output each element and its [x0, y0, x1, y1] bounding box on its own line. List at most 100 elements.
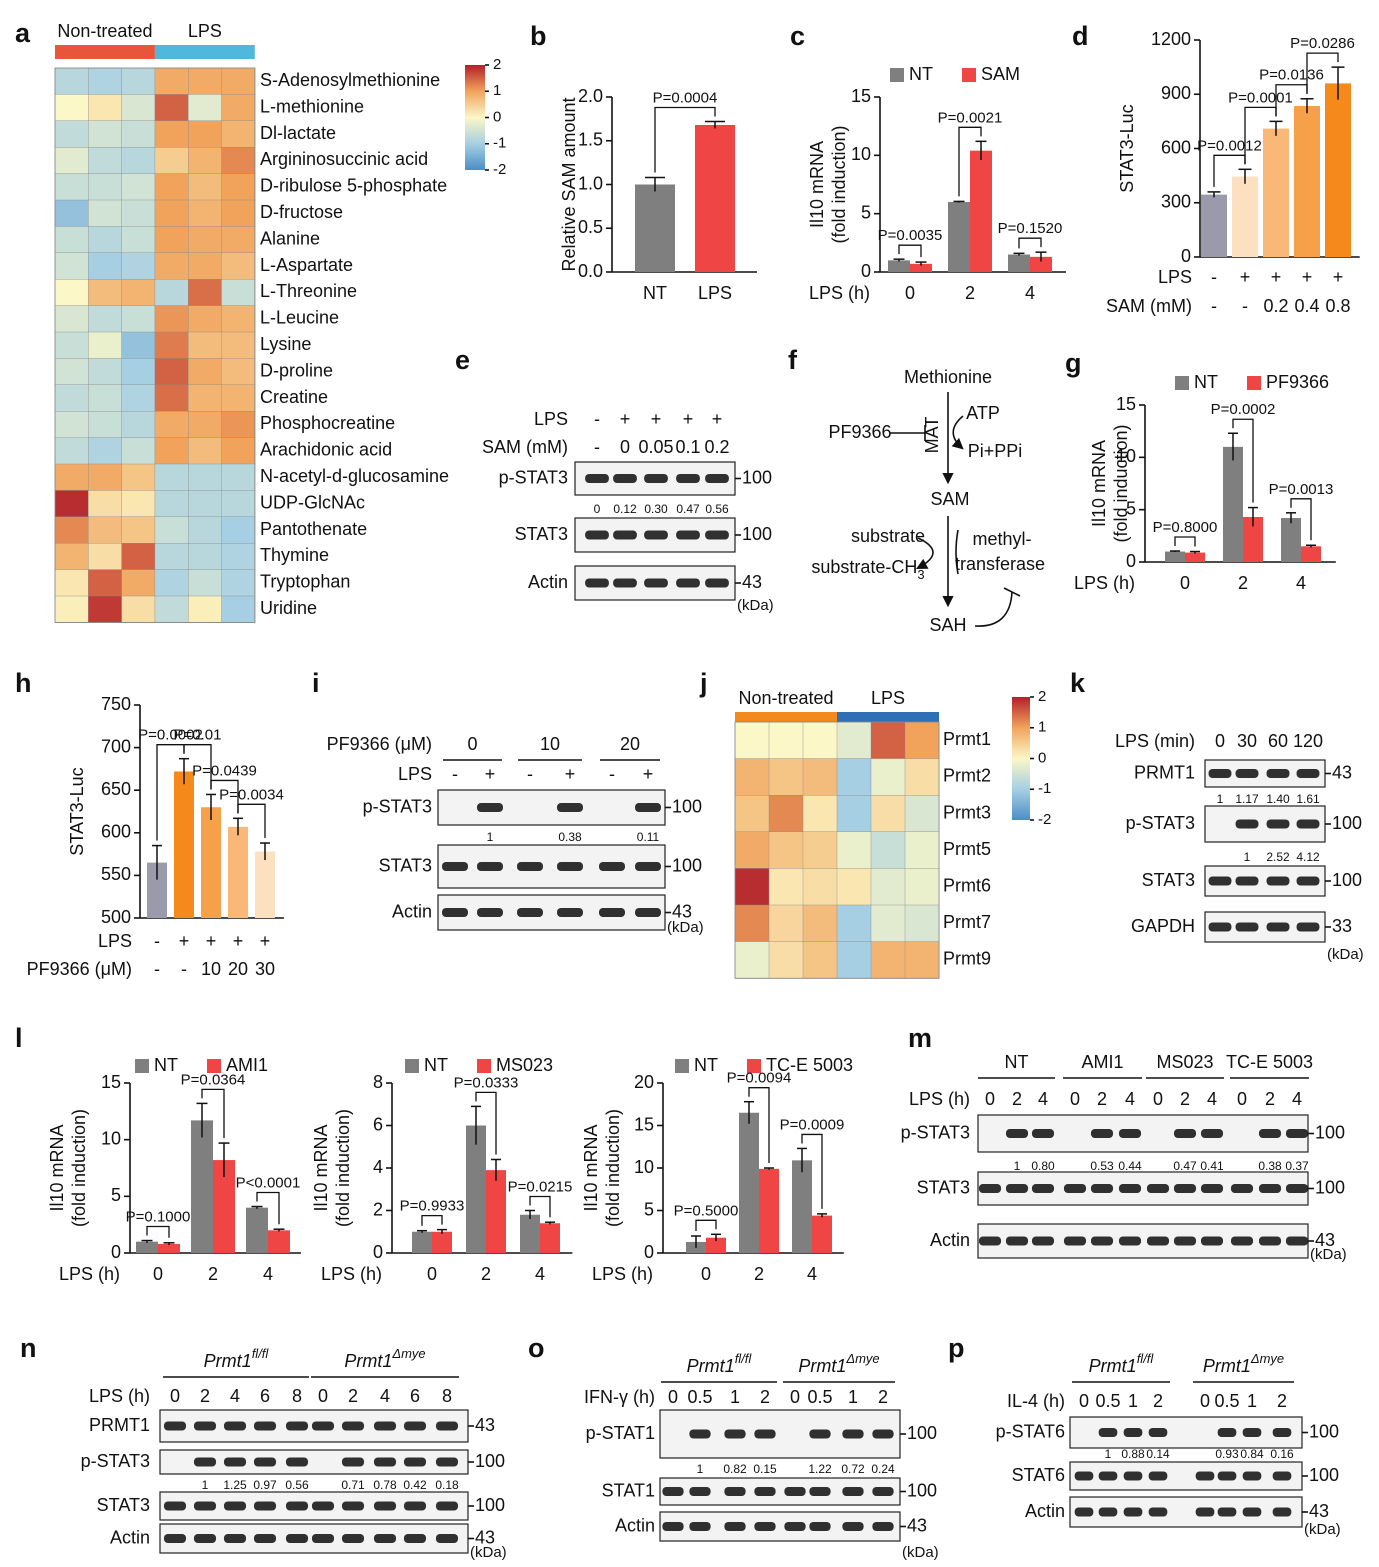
band [1272, 1471, 1292, 1481]
lane-label: + [712, 409, 723, 429]
quantification: 0.38 [558, 830, 582, 844]
legend-swatch [405, 1059, 419, 1073]
band [1285, 1129, 1309, 1138]
group-name: Prmt1 [204, 1351, 252, 1371]
band [1266, 769, 1290, 778]
group-label: LPS [871, 688, 905, 708]
band [1118, 1184, 1142, 1193]
row-label: p-STAT1 [586, 1423, 655, 1443]
heat-cell [54, 516, 89, 544]
heat-cell [54, 358, 89, 386]
row-label: Prmt2 [943, 766, 991, 786]
panel-letter: j [699, 668, 708, 698]
row-label: L-Aspartate [260, 255, 353, 275]
quantification: 0.37 [1285, 1159, 1309, 1173]
bar [1008, 254, 1030, 272]
row-label: PRMT1 [89, 1415, 150, 1435]
heat-cell [187, 358, 222, 386]
legend-label: MS023 [496, 1055, 553, 1075]
heat-cell [121, 595, 156, 623]
group-bar [55, 45, 155, 59]
node-text: substrate-CH [811, 557, 917, 577]
lane-label: 2 [1265, 1089, 1275, 1109]
heat-cell [904, 904, 940, 943]
quantification: 0.97 [253, 1478, 277, 1492]
band [705, 474, 729, 483]
band [1090, 1236, 1114, 1246]
lane-label: 1 [730, 1387, 740, 1407]
heat-cell [54, 226, 89, 254]
row-label: D-ribulose 5-phosphate [260, 176, 447, 196]
band [1296, 922, 1320, 932]
legend-swatch [207, 1059, 221, 1073]
heat-cell [88, 437, 123, 465]
heat-cell [88, 358, 123, 386]
heat-cell [88, 516, 123, 544]
band [1148, 1428, 1168, 1437]
x-axis-label: LPS (h) [59, 1264, 120, 1284]
row-label: p-STAT3 [363, 796, 432, 816]
inhibition [890, 425, 926, 441]
x-tick-label: 4 [1025, 283, 1035, 303]
bar [174, 771, 194, 918]
lane-label: 0.5 [687, 1387, 712, 1407]
band [1217, 1428, 1237, 1437]
lane-label: - [594, 437, 600, 457]
band [754, 1522, 776, 1531]
band [724, 1429, 746, 1439]
band [435, 1534, 459, 1543]
diagram-node: PF9366 [828, 422, 891, 442]
row-label: STAT3 [515, 524, 568, 544]
x-tick-label: 0 [1180, 573, 1190, 593]
heat-cell [870, 904, 906, 943]
heat-cell [88, 411, 123, 439]
group-superscript: Δmye [391, 1346, 425, 1361]
heat-cell [836, 904, 872, 943]
p-value: P=0.0364 [181, 1071, 246, 1088]
significance-bracket [1290, 498, 1312, 541]
y-axis-label: Il10 mRNA [581, 1124, 601, 1211]
heat-cell [54, 67, 89, 95]
band [1173, 1184, 1197, 1193]
y-tick-label: 6 [373, 1114, 383, 1134]
y-axis-label: (fold induction) [829, 125, 849, 243]
band [705, 578, 729, 588]
lane-label: 1 [1247, 1391, 1257, 1411]
bar [158, 1243, 180, 1253]
lane-label: 2 [1097, 1089, 1107, 1109]
band [662, 1522, 684, 1531]
band [613, 578, 637, 588]
band [1173, 1236, 1197, 1246]
band [1123, 1428, 1143, 1437]
p-value: P=0.0439 [192, 762, 257, 779]
heatmap-frame [734, 721, 940, 979]
heat-cell [54, 463, 89, 491]
quantification: 1.22 [808, 1462, 832, 1476]
panel-letter: b [530, 21, 547, 51]
band [1235, 819, 1259, 829]
diagram-node: SAH [929, 615, 966, 635]
node-text: methyl- [972, 529, 1031, 549]
lane-label: 8 [292, 1386, 302, 1406]
heat-cell [221, 331, 256, 359]
lane-label: 0 [1153, 1089, 1163, 1109]
y-tick-label: 900 [1161, 83, 1191, 103]
band [477, 908, 503, 917]
heat-cell [904, 868, 940, 906]
x-row-value: - [154, 931, 160, 951]
x-row-value: - [1242, 296, 1248, 316]
heat-cell [734, 941, 770, 979]
x-row-value: - [1211, 296, 1217, 316]
band [705, 530, 729, 540]
band [784, 1487, 806, 1496]
row-label: Prmt9 [943, 949, 991, 969]
mw-label: 43 [742, 572, 762, 592]
row-label: Prmt1 [943, 729, 991, 749]
lane-label: 2 [200, 1386, 210, 1406]
row-label: p-STAT3 [1126, 813, 1195, 833]
heat-cell [768, 868, 804, 906]
legend-label: NT [154, 1055, 178, 1075]
quantification: 1.40 [1266, 792, 1290, 806]
group-label: Prmt1Δmye [1203, 1351, 1284, 1376]
row-label: Prmt7 [943, 912, 991, 932]
